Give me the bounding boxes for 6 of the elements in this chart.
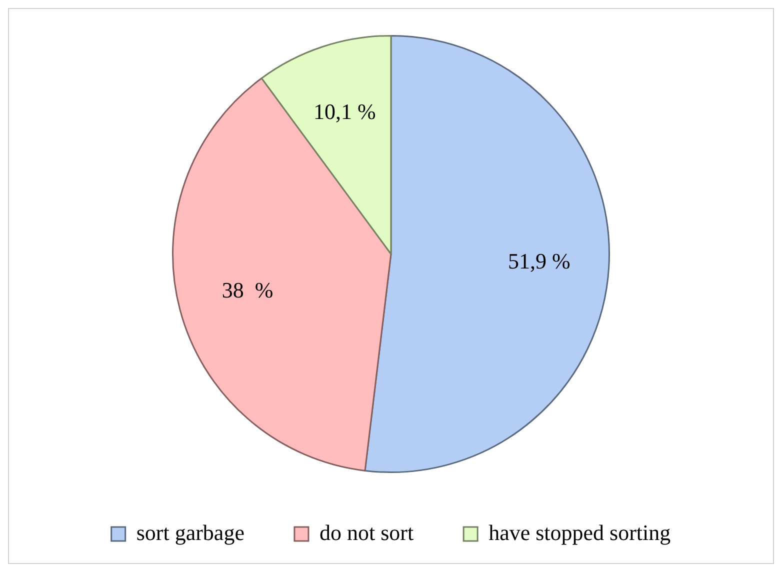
legend-label: do not sort <box>319 520 414 545</box>
data-label: 10,1 % <box>314 98 376 124</box>
legend-label: have stopped sorting <box>488 520 671 545</box>
data-label: 38 % <box>222 278 274 303</box>
legend-label: sort garbage <box>136 520 244 545</box>
data-label: 51,9 % <box>508 248 570 274</box>
